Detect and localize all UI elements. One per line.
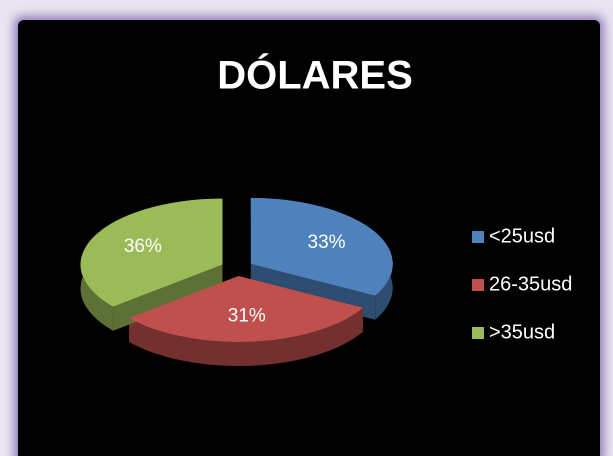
legend-label: 26-35usd: [489, 273, 572, 295]
data-label: 36%: [124, 236, 162, 257]
legend-swatch: [472, 279, 484, 291]
data-label: 33%: [308, 232, 346, 253]
pie-slice: [80, 198, 223, 307]
legend-swatch: [472, 231, 484, 243]
legend-swatch: [472, 327, 484, 339]
legend-label: >35usd: [489, 321, 555, 343]
pie-slice: [129, 276, 363, 342]
legend-label: <25usd: [489, 225, 555, 247]
data-label: 31%: [228, 306, 266, 327]
chart-title: DÓLARES: [217, 52, 413, 98]
slice-side: [129, 307, 363, 366]
pie-slice: [250, 197, 393, 296]
